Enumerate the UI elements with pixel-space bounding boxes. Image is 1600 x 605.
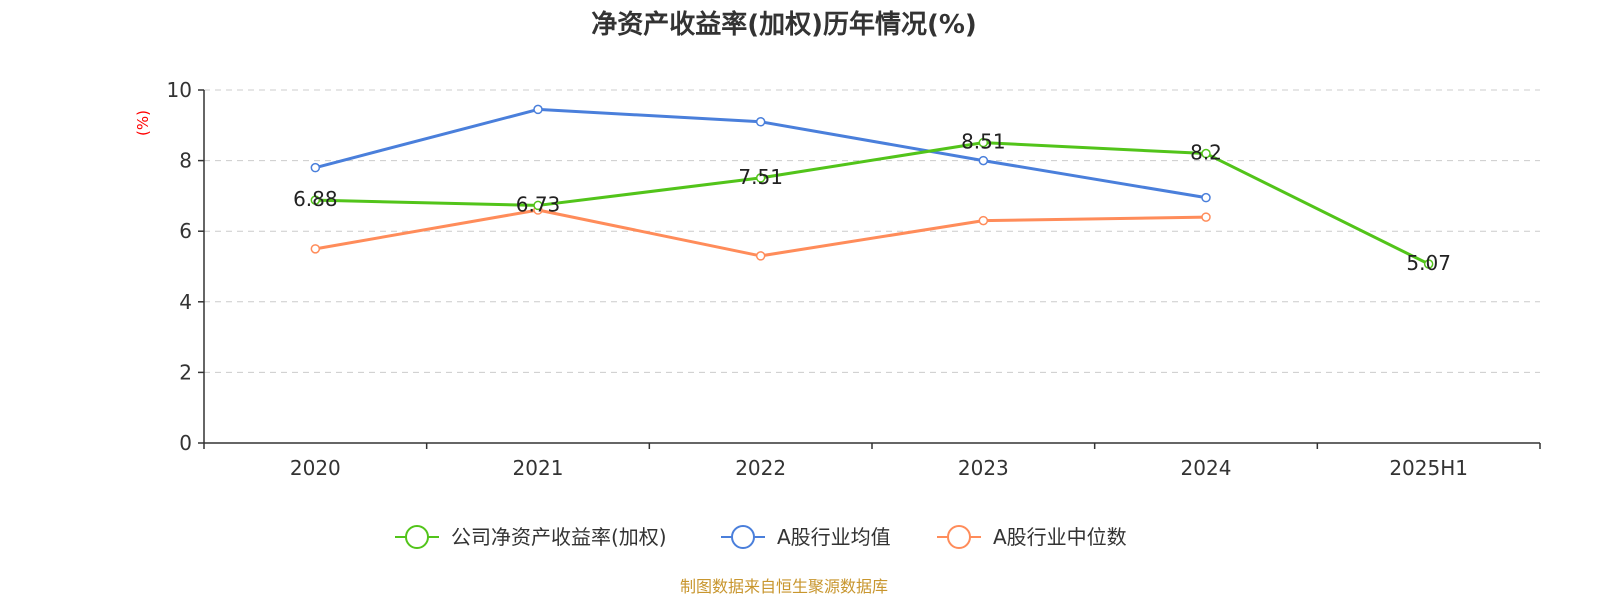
legend-label: A股行业中位数 [993,525,1127,549]
y-tick-label: 0 [179,431,192,455]
data-point-marker [533,104,543,115]
legend-item: A股行业均值 [721,525,891,549]
data-point-marker [310,162,321,173]
data-point-marker [978,155,989,166]
legend-label: A股行业均值 [777,525,891,549]
legend-item: A股行业中位数 [937,525,1127,549]
y-tick-label: 2 [179,360,192,384]
legend-label: 公司净资产收益率(加权) [451,525,667,549]
y-axis-unit-label: (%) [134,110,152,136]
data-label-layer: 6.88 6.73 7.51 8.51 8.2 5.07 [293,130,1451,275]
grid-layer [204,89,1540,373]
y-tick-label: 4 [179,290,192,314]
data-point-marker [755,251,766,261]
data-label: 7.51 [738,165,783,189]
data-point-marker [755,173,766,183]
chart-title: 净资产收益率(加权)历年情况(%) [591,9,977,40]
legend-marker [947,525,971,549]
data-point-marker [1201,212,1211,222]
x-tick-label: 2020 [290,456,341,480]
data-point-marker [978,215,989,226]
series-layer [310,104,1434,269]
data-source-note: 制图数据来自恒生聚源数据库 [680,577,888,596]
data-label: 5.07 [1406,251,1451,275]
data-point-marker [533,200,543,211]
x-tick-label: 2023 [958,456,1009,480]
x-tick-label: 2021 [513,456,564,480]
legend: 公司净资产收益率(加权) A股行业均值 A股行业中位数 [395,525,1127,549]
data-point-marker [755,117,766,127]
data-label: 6.88 [293,187,338,211]
data-point-marker [1201,148,1211,159]
x-tick-label: 2024 [1181,456,1232,480]
y-tick-label: 10 [167,78,192,102]
data-label: 6.73 [516,192,561,216]
x-tick-label: 2022 [735,456,786,480]
legend-marker [405,525,429,549]
data-point-marker [1423,259,1434,269]
data-point-marker [310,244,321,254]
legend-marker [731,525,755,549]
data-point-marker [1201,192,1211,203]
data-label: 8.51 [961,130,1006,154]
data-label: 8.2 [1190,141,1222,165]
series-line-0 [315,141,1430,266]
x-tick-label: 2025H1 [1389,456,1468,480]
y-tick-label: 6 [179,219,192,243]
data-point-marker [310,195,321,205]
y-tick-label: 8 [179,149,192,173]
axis-layer: 0 2 4 6 8 10 2020 2021 2022 2023 2024 2025H1 [167,78,1541,480]
data-point-marker [978,137,989,148]
series-line-2 [315,208,1207,258]
legend-item: 公司净资产收益率(加权) [395,525,667,549]
